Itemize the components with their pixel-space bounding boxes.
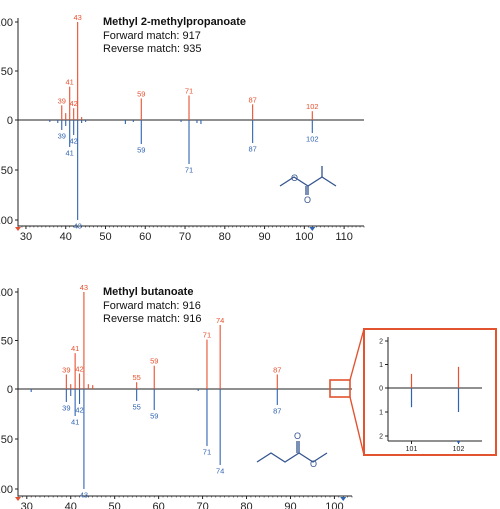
y-tick-label: 100 — [0, 215, 13, 227]
x-tick-label: 60 — [139, 231, 151, 243]
x-tick-label: 80 — [219, 231, 231, 243]
reverse-peak-label: 71 — [185, 166, 193, 175]
forward-match: Forward match: 917 — [103, 29, 201, 42]
x-tick-label: 101 — [406, 446, 418, 453]
forward-peak-label: 41 — [66, 78, 74, 87]
forward-peak-label: 43 — [73, 13, 81, 22]
forward-peak-label: 102 — [306, 102, 319, 111]
y-tick-label: 100 — [0, 484, 13, 496]
y-tick-label: 50 — [1, 66, 13, 78]
reverse-peak-label: 41 — [71, 418, 79, 427]
y-tick-label: 2 — [379, 433, 383, 440]
forward-peak-label: 39 — [58, 96, 66, 105]
forward-peak-label: 71 — [203, 331, 211, 340]
reverse-peak-label: 71 — [203, 448, 211, 457]
y-tick-label: 50 — [1, 335, 13, 347]
x-tick-label: 100 — [325, 501, 343, 509]
spectrum-chart-methyl-butanoate: 1005005010030405060708090100394142435559… — [0, 283, 353, 509]
x-tick-label: 30 — [21, 501, 33, 509]
axis-start-marker — [15, 227, 21, 231]
match-info-panel-1: Methyl 2-methylpropanoate Forward match:… — [103, 16, 246, 57]
y-tick-label: 2 — [379, 338, 383, 345]
reverse-peak-label: 42 — [70, 137, 78, 146]
axis-position-marker — [309, 227, 316, 231]
y-tick-label: 0 — [7, 115, 13, 127]
reverse-peak-label: 74 — [216, 467, 224, 476]
spectrum-chart-methyl-2-methylpropanoate: 1005005010030405060708090100110394142435… — [0, 13, 365, 243]
zoom-region-marker — [329, 379, 351, 398]
forward-peak-label: 41 — [71, 344, 79, 353]
forward-peak-label: 39 — [62, 365, 70, 374]
reverse-match: Reverse match: 935 — [103, 43, 202, 55]
forward-peak-label: 42 — [70, 99, 78, 108]
x-tick-label: 30 — [20, 231, 32, 243]
forward-peak-label: 87 — [273, 365, 281, 374]
y-tick-label: 0 — [7, 384, 13, 396]
reverse-peak-label: 102 — [306, 135, 319, 144]
reverse-peak-label: 41 — [66, 149, 74, 158]
methyl-2-methylpropanoate-structure-icon: O O — [279, 166, 337, 205]
compound-name: Methyl butanoate — [103, 286, 194, 298]
reverse-peak-label: 87 — [273, 407, 281, 416]
methyl-butanoate-structure-icon: O O — [256, 431, 328, 469]
x-tick-label: 60 — [153, 501, 165, 509]
svg-text:O: O — [291, 173, 298, 183]
reverse-peak-label: 87 — [248, 145, 256, 154]
forward-peak-label: 74 — [216, 316, 224, 325]
forward-peak-label: 87 — [248, 95, 256, 104]
zoom-inset-frame — [363, 328, 497, 456]
reverse-peak-label: 39 — [62, 404, 70, 413]
y-tick-label: 100 — [0, 17, 13, 29]
forward-peak-label: 55 — [132, 373, 140, 382]
reverse-peak-label: 39 — [58, 132, 66, 141]
reverse-peak-label: 59 — [137, 146, 145, 155]
y-tick-label: 1 — [379, 362, 383, 369]
axis-position-marker — [456, 441, 461, 444]
forward-peak-label: 59 — [137, 89, 145, 98]
reverse-peak-label: 42 — [75, 406, 83, 415]
y-tick-label: 100 — [0, 287, 13, 299]
forward-peak-label: 42 — [75, 364, 83, 373]
zoom-connector-top — [349, 328, 365, 381]
x-tick-label: 102 — [453, 446, 465, 453]
reverse-peak-label: 43 — [73, 222, 81, 231]
x-tick-label: 110 — [335, 231, 353, 243]
svg-text:O: O — [310, 459, 317, 469]
forward-peak-label: 43 — [80, 283, 88, 292]
reverse-peak-label: 43 — [80, 491, 88, 500]
reverse-match: Reverse match: 916 — [103, 313, 202, 325]
svg-text:O: O — [294, 431, 301, 441]
x-tick-label: 40 — [65, 501, 77, 509]
y-tick-label: 0 — [379, 385, 383, 392]
x-tick-label: 50 — [99, 231, 111, 243]
forward-peak-label: 59 — [150, 357, 158, 366]
forward-peak-label: 71 — [185, 87, 193, 96]
x-tick-label: 90 — [284, 501, 296, 509]
compound-name: Methyl 2-methylpropanoate — [103, 16, 247, 28]
x-tick-label: 100 — [295, 231, 313, 243]
y-tick-label: 50 — [1, 165, 13, 177]
match-info-panel-2: Methyl butanoate Forward match: 916 Reve… — [103, 286, 201, 327]
x-tick-label: 70 — [179, 231, 191, 243]
x-tick-label: 90 — [258, 231, 270, 243]
y-tick-label: 50 — [1, 434, 13, 446]
x-tick-label: 70 — [196, 501, 208, 509]
reverse-peak-label: 59 — [150, 412, 158, 421]
x-tick-label: 80 — [240, 501, 252, 509]
forward-match: Forward match: 916 — [103, 299, 201, 312]
x-tick-label: 40 — [60, 231, 72, 243]
axis-start-marker — [15, 497, 21, 501]
reverse-peak-label: 55 — [132, 403, 140, 412]
zoom-connector-bottom — [349, 396, 365, 456]
x-tick-label: 50 — [109, 501, 121, 509]
axis-position-marker — [340, 497, 347, 501]
y-tick-label: 1 — [379, 409, 383, 416]
svg-text:O: O — [304, 195, 311, 205]
